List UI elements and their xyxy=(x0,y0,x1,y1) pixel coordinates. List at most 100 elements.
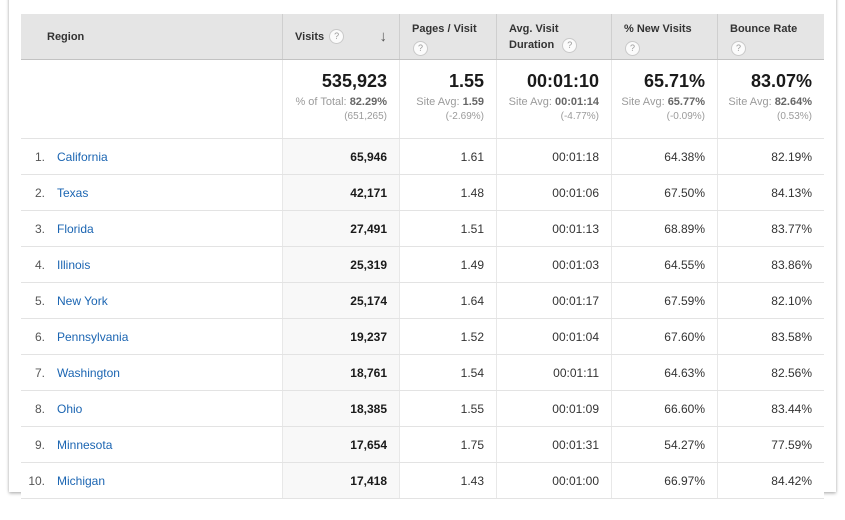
column-header-visits[interactable]: Visits ? ↓ xyxy=(282,14,399,59)
pct-new-visits-cell: 64.38% xyxy=(611,139,717,174)
region-link[interactable]: Washington xyxy=(57,365,120,380)
region-link[interactable]: Pennsylvania xyxy=(57,329,129,344)
avg-visit-duration-cell: 00:01:17 xyxy=(496,283,611,318)
help-icon[interactable]: ? xyxy=(731,40,746,56)
bounce-rate-cell: 82.10% xyxy=(717,283,824,318)
pct-new-visits-cell: 68.89% xyxy=(611,211,717,246)
avg-visit-duration-cell: 00:01:09 xyxy=(496,391,611,426)
visits-cell: 17,418 xyxy=(282,463,399,498)
summary-avg-value: 65.77% xyxy=(667,96,705,108)
bounce-rate-cell: 84.42% xyxy=(717,463,824,498)
pct-new-visits-cell: 64.55% xyxy=(611,247,717,282)
region-link[interactable]: Michigan xyxy=(57,473,106,488)
summary-value: 1.55 xyxy=(448,71,484,91)
summary-avg-value: 82.64% xyxy=(774,96,812,108)
pct-new-visits-cell: 54.27% xyxy=(611,427,717,462)
row-rank: 10. xyxy=(28,473,45,488)
avg-visit-duration-cell: 00:01:03 xyxy=(496,247,611,282)
summary-avg-label: Site Avg: xyxy=(416,96,460,108)
table-row: 2. Texas 42,171 1.48 00:01:06 67.50% 84.… xyxy=(21,175,824,211)
summary-visits: 535,923 % of Total: 82.29% (651,265) xyxy=(282,60,399,138)
bounce-rate-cell: 82.56% xyxy=(717,355,824,390)
report-sheet: Region Visits ? ↓ Pages / Visit ? Avg. V… xyxy=(9,0,836,499)
summary-avg-label: Site Avg: xyxy=(621,96,665,108)
summary-bounce-rate: 83.07% Site Avg: 82.64% (0.53%) xyxy=(717,60,824,138)
summary-delta: (-2.69%) xyxy=(445,111,484,122)
visits-cell: 42,171 xyxy=(282,175,399,210)
avg-visit-duration-cell: 00:01:31 xyxy=(496,427,611,462)
visits-cell: 18,385 xyxy=(282,391,399,426)
region-cell: 7. Washington xyxy=(21,355,282,390)
column-header-label: Bounce Rate xyxy=(730,23,798,35)
avg-visit-duration-cell: 00:01:11 xyxy=(496,355,611,390)
column-header-bounce-rate[interactable]: Bounce Rate ? xyxy=(717,14,824,59)
region-link[interactable]: Illinois xyxy=(57,257,91,272)
pages-per-visit-cell: 1.48 xyxy=(399,175,496,210)
avg-visit-duration-cell: 00:01:04 xyxy=(496,319,611,354)
region-cell: 10. Michigan xyxy=(21,463,282,498)
region-link[interactable]: California xyxy=(57,149,108,164)
pages-per-visit-cell: 1.49 xyxy=(399,247,496,282)
table-row: 7. Washington 18,761 1.54 00:01:11 64.63… xyxy=(21,355,824,391)
visits-cell: 19,237 xyxy=(282,319,399,354)
region-link[interactable]: Texas xyxy=(57,185,89,200)
column-header-pct-new-visits[interactable]: % New Visits ? xyxy=(611,14,717,59)
avg-visit-duration-cell: 00:01:13 xyxy=(496,211,611,246)
table-row: 6. Pennsylvania 19,237 1.52 00:01:04 67.… xyxy=(21,319,824,355)
visits-cell: 17,654 xyxy=(282,427,399,462)
summary-value: 65.71% xyxy=(643,71,705,91)
analytics-table: Region Visits ? ↓ Pages / Visit ? Avg. V… xyxy=(21,14,824,499)
column-header-pages-per-visit[interactable]: Pages / Visit ? xyxy=(399,14,496,59)
table-body: 1. California 65,946 1.61 00:01:18 64.38… xyxy=(21,139,824,499)
region-link[interactable]: New York xyxy=(57,293,108,308)
row-rank: 6. xyxy=(34,329,45,344)
pct-new-visits-cell: 66.97% xyxy=(611,463,717,498)
row-rank: 4. xyxy=(34,257,45,272)
pct-new-visits-cell: 66.60% xyxy=(611,391,717,426)
row-rank: 9. xyxy=(34,437,45,452)
bounce-rate-cell: 83.86% xyxy=(717,247,824,282)
region-link[interactable]: Florida xyxy=(57,221,94,236)
summary-avg-label: Site Avg: xyxy=(728,96,772,108)
column-header-label: Pages / Visit xyxy=(412,23,477,35)
summary-avg-label: Site Avg: xyxy=(508,96,552,108)
column-header-label: % New Visits xyxy=(624,23,692,35)
sort-descending-icon[interactable]: ↓ xyxy=(379,28,388,45)
visits-cell: 65,946 xyxy=(282,139,399,174)
visits-cell: 25,319 xyxy=(282,247,399,282)
region-link[interactable]: Minnesota xyxy=(57,437,113,452)
help-icon[interactable]: ? xyxy=(625,40,640,56)
region-cell: 3. Florida xyxy=(21,211,282,246)
summary-avg-visit-duration: 00:01:10 Site Avg: 00:01:14 (-4.77%) xyxy=(496,60,611,138)
summary-avg-value: 00:01:14 xyxy=(554,96,599,108)
help-icon[interactable]: ? xyxy=(562,37,578,53)
region-cell: 4. Illinois xyxy=(21,247,282,282)
pct-new-visits-cell: 64.63% xyxy=(611,355,717,390)
pages-per-visit-cell: 1.43 xyxy=(399,463,496,498)
help-icon[interactable]: ? xyxy=(329,29,345,44)
summary-avg-value: 1.59 xyxy=(462,96,484,108)
row-rank: 2. xyxy=(34,185,45,200)
summary-avg-label: % of Total: xyxy=(295,96,347,108)
avg-visit-duration-cell: 00:01:18 xyxy=(496,139,611,174)
column-header-avg-visit-duration[interactable]: Avg. Visit Duration ? xyxy=(496,14,611,59)
help-icon[interactable]: ? xyxy=(413,40,428,56)
bounce-rate-cell: 77.59% xyxy=(717,427,824,462)
summary-pages-per-visit: 1.55 Site Avg: 1.59 (-2.69%) xyxy=(399,60,496,138)
pages-per-visit-cell: 1.52 xyxy=(399,319,496,354)
pages-per-visit-cell: 1.61 xyxy=(399,139,496,174)
table-row: 9. Minnesota 17,654 1.75 00:01:31 54.27%… xyxy=(21,427,824,463)
region-cell: 9. Minnesota xyxy=(21,427,282,462)
pages-per-visit-cell: 1.64 xyxy=(399,283,496,318)
summary-value: 00:01:10 xyxy=(526,71,599,91)
pct-new-visits-cell: 67.59% xyxy=(611,283,717,318)
bounce-rate-cell: 82.19% xyxy=(717,139,824,174)
summary-delta: (651,265) xyxy=(344,111,387,122)
region-link[interactable]: Ohio xyxy=(57,401,83,416)
pages-per-visit-cell: 1.55 xyxy=(399,391,496,426)
column-header-region[interactable]: Region xyxy=(21,14,282,59)
region-cell: 1. California xyxy=(21,139,282,174)
column-header-label: Region xyxy=(47,30,85,43)
avg-visit-duration-cell: 00:01:00 xyxy=(496,463,611,498)
